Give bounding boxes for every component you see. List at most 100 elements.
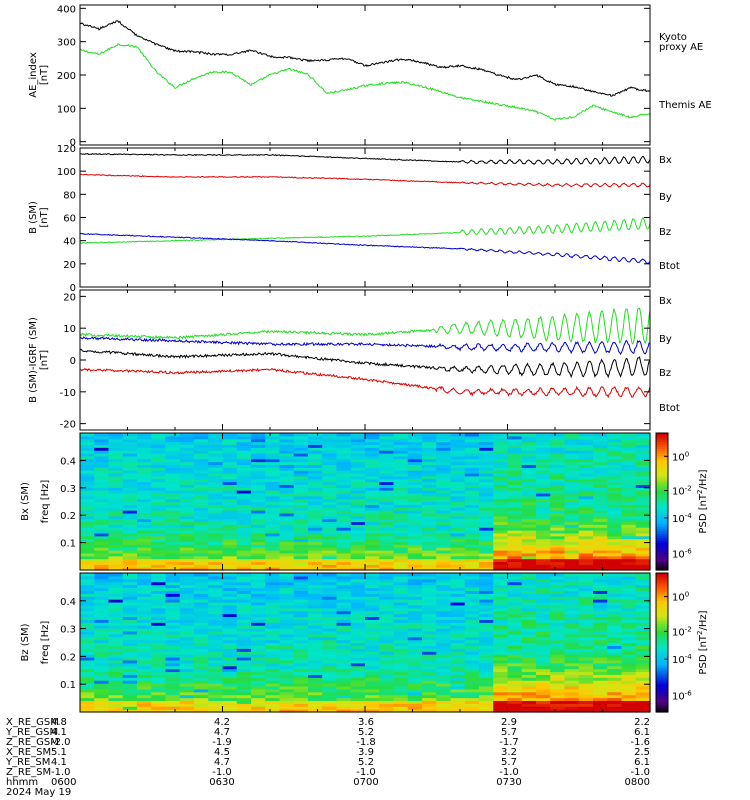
spectrogram-cell	[450, 478, 466, 483]
spectrogram-cell	[308, 564, 323, 568]
spectrogram-cell	[265, 703, 281, 707]
spectrogram-cell	[635, 504, 651, 508]
colorbar-segment	[656, 617, 668, 620]
spectrogram-cell	[137, 622, 152, 626]
spectrogram-cell	[251, 535, 266, 540]
spectrogram-cell	[450, 662, 466, 667]
spectrogram-cell	[464, 651, 480, 655]
spectrogram-cell	[194, 532, 209, 537]
spectrogram-cell	[393, 593, 409, 597]
spectrogram-cell	[450, 604, 466, 609]
spectrogram-cell	[379, 433, 395, 437]
spectrogram-cell	[137, 544, 152, 548]
spectrogram-cell	[308, 706, 323, 710]
spectrogram-cell	[265, 636, 281, 641]
spectrogram-cell	[507, 616, 523, 620]
spectrogram-cell	[179, 564, 195, 568]
spectrogram-cell	[521, 685, 537, 690]
spectrogram-cell	[308, 447, 323, 451]
spectrogram-cell	[265, 455, 281, 460]
spectrogram-cell	[635, 578, 651, 583]
spectrogram-cell	[279, 481, 295, 485]
spectrogram-cell	[108, 484, 124, 488]
spectrogram-cell	[165, 452, 181, 457]
spectrogram-cell	[536, 455, 551, 460]
spectrogram-cell	[279, 619, 295, 623]
spectrogram-cell	[165, 575, 181, 580]
spectrogram-cell	[293, 484, 309, 488]
spectrogram-cell	[436, 490, 452, 494]
spectrogram-cell	[578, 677, 594, 681]
spectrogram-cell	[564, 674, 580, 678]
spectrogram-cell	[293, 639, 309, 644]
spectrogram-cell	[350, 668, 366, 673]
spectrogram-cell	[407, 515, 423, 520]
spectrogram-cell	[393, 610, 409, 615]
spectrogram-cell	[137, 478, 152, 483]
spectrogram-cell	[308, 527, 323, 531]
spectrogram-cell	[208, 470, 224, 474]
spectrogram-cell	[208, 535, 224, 540]
spectrogram-cell	[365, 697, 380, 702]
spectrogram-cell	[208, 544, 224, 548]
spectrogram-cell	[493, 527, 509, 531]
spectrogram-cell	[308, 613, 323, 618]
spectrogram-cell	[94, 685, 110, 690]
spectrogram-cell	[251, 532, 266, 537]
spectrogram-cell	[635, 472, 651, 477]
spectrogram-cell	[308, 492, 323, 497]
spectrogram-cell	[322, 501, 338, 505]
spectrogram-cell	[265, 668, 281, 673]
spectrogram-cell	[507, 487, 523, 491]
spectrogram-cell	[621, 435, 637, 440]
spectrogram-cell	[379, 547, 395, 551]
spectrogram-cell	[322, 481, 338, 485]
spectrogram-cell	[621, 567, 637, 571]
spectrogram-cell	[621, 604, 637, 609]
colorbar-segment	[656, 549, 668, 553]
spectrogram-cell	[607, 444, 623, 448]
spectrogram-cell	[550, 481, 566, 485]
spectrogram-cell	[179, 515, 195, 520]
spectrogram-cell	[635, 697, 651, 702]
spectrogram-cell	[336, 530, 352, 534]
spectrogram-cell	[550, 578, 566, 583]
spectrogram-cell	[293, 438, 309, 443]
colorbar-segment	[656, 589, 668, 593]
spectrogram-cell	[208, 484, 224, 488]
spectrogram-cell	[635, 532, 651, 537]
spectrogram-cell	[593, 700, 608, 704]
spectrogram-cell	[365, 601, 380, 606]
spectrogram-cell	[251, 642, 266, 646]
spectrogram-cell	[350, 510, 366, 514]
spectrogram-cell	[251, 450, 266, 454]
spectrogram-cell	[407, 662, 423, 667]
spectrogram-cell	[365, 512, 380, 517]
spectrogram-cell	[365, 656, 380, 661]
spectrogram-cell	[365, 610, 380, 615]
spectrogram-cell	[336, 467, 352, 471]
spectrogram-cell	[151, 452, 167, 457]
spectrogram-cell	[293, 601, 309, 606]
spectrogram-cell	[422, 654, 437, 658]
spectrogram-cell	[479, 616, 494, 620]
spectrogram-cell	[436, 447, 452, 451]
spectrogram-cell	[265, 584, 281, 589]
spectrogram-cell	[621, 458, 637, 463]
spectrogram-cell	[436, 510, 452, 514]
spectrogram-cell	[550, 567, 566, 571]
spectrogram-cell	[436, 575, 452, 580]
spectrogram-cell	[365, 633, 380, 638]
spectrogram-cell	[507, 501, 523, 505]
spectrogram-cell	[450, 607, 466, 612]
spectrogram-cell	[422, 622, 437, 626]
ephemeris-row-z-sm: Z_RE_SM -1.0 -1.0 -1.0 -1.0 -1.0	[0, 768, 750, 778]
spectrogram-cell	[336, 610, 352, 615]
spectrogram-cell	[521, 671, 537, 675]
spectrogram-cell	[151, 492, 167, 497]
spectrogram-cell	[521, 564, 537, 568]
spectrogram-cell	[251, 685, 266, 690]
spectrogram-cell	[578, 478, 594, 483]
spectrogram-cell	[507, 461, 523, 465]
spectrogram-cell	[350, 467, 366, 471]
